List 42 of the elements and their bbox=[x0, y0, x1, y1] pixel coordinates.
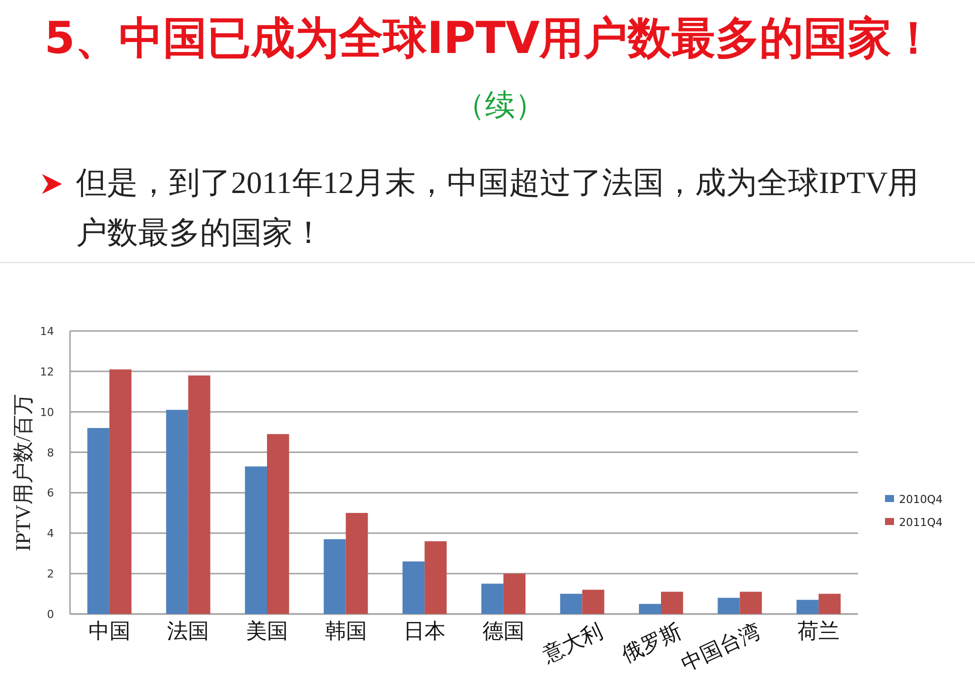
bar bbox=[503, 574, 526, 614]
bar bbox=[560, 594, 582, 614]
bar bbox=[402, 561, 425, 614]
y-tick-label: 2 bbox=[47, 568, 54, 581]
bar bbox=[740, 592, 762, 614]
bar bbox=[818, 594, 841, 614]
x-tick-label: 中国 bbox=[88, 619, 130, 643]
x-tick-label: 意大利 bbox=[538, 618, 606, 668]
y-tick-label: 10 bbox=[40, 406, 54, 419]
x-tick-label: 美国 bbox=[246, 619, 288, 643]
x-tick-label: 日本 bbox=[404, 619, 446, 643]
bar bbox=[481, 584, 504, 614]
y-tick-label: 8 bbox=[47, 446, 54, 460]
bar bbox=[267, 434, 290, 614]
text: （续） bbox=[455, 88, 545, 123]
chart-subtitle: 但是，到了2011年12月末，中国超过了法国，成为全球IPTV用户数最多的国家！ bbox=[76, 164, 920, 252]
y-tick-label: 0 bbox=[47, 608, 54, 621]
bar bbox=[244, 466, 267, 614]
bar bbox=[346, 512, 368, 614]
y-tick-label: 4 bbox=[47, 527, 54, 540]
chart-title: 5、中国已成为全球IPTV用户数最多的国家！ bbox=[44, 13, 936, 64]
bar bbox=[582, 590, 604, 614]
legend-label: 2011Q4 bbox=[899, 516, 943, 529]
y-tick-label: 14 bbox=[40, 325, 54, 338]
bar bbox=[638, 604, 661, 614]
bar bbox=[188, 375, 210, 614]
x-tick-label: 荷兰 bbox=[798, 619, 840, 643]
bar bbox=[324, 539, 346, 614]
bar bbox=[796, 600, 819, 614]
x-tick-label: 法国 bbox=[167, 619, 210, 643]
bar bbox=[87, 428, 110, 614]
y-tick-label: 12 bbox=[40, 365, 54, 378]
bar bbox=[718, 598, 740, 614]
x-tick-label: 德国 bbox=[482, 619, 524, 643]
x-tick-label: 韩国 bbox=[324, 619, 367, 643]
bar bbox=[166, 410, 188, 614]
bar bbox=[109, 369, 132, 614]
y-axis-title: IPTV用户数/百万 bbox=[11, 394, 35, 552]
legend-label: 2010Q4 bbox=[899, 493, 943, 506]
bar bbox=[424, 541, 447, 614]
bar bbox=[661, 592, 684, 614]
y-tick-label: 6 bbox=[47, 486, 54, 500]
